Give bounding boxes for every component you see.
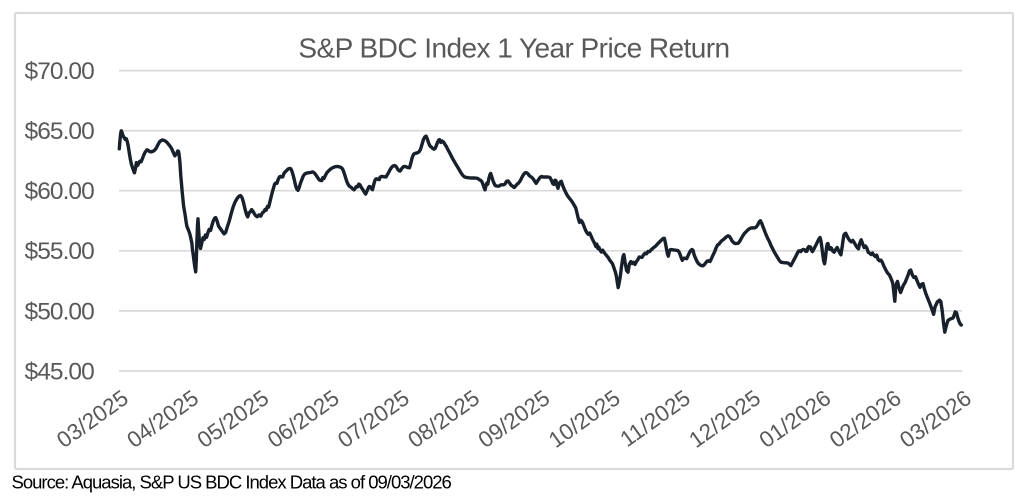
- svg-text:$60.00: $60.00: [25, 178, 95, 205]
- svg-text:$45.00: $45.00: [25, 358, 95, 385]
- svg-text:$65.00: $65.00: [25, 118, 95, 145]
- svg-text:$50.00: $50.00: [25, 298, 95, 325]
- svg-text:$55.00: $55.00: [25, 238, 95, 265]
- svg-text:S&P BDC Index 1 Year Price Ret: S&P BDC Index 1 Year Price Return: [298, 33, 729, 64]
- svg-text:Source: Aquasia, S&P US BDC In: Source: Aquasia, S&P US BDC Index Data a…: [12, 472, 452, 493]
- svg-text:$70.00: $70.00: [25, 58, 95, 85]
